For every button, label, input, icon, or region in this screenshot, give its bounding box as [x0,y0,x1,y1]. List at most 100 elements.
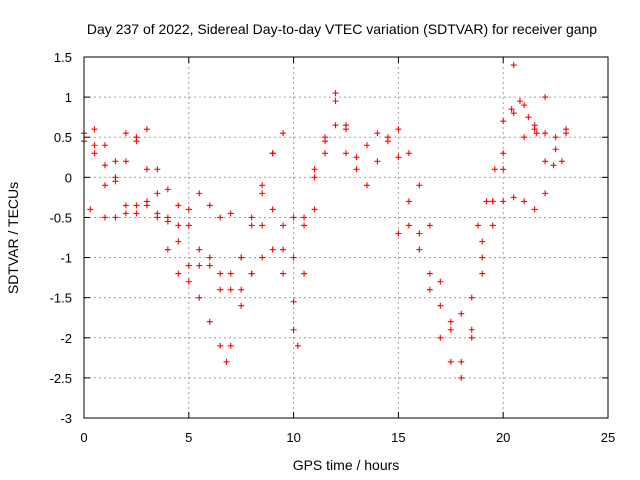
x-axis-label: GPS time / hours [293,457,400,473]
data-point [525,114,532,121]
data-point [91,142,98,149]
data-point [405,222,412,229]
data-point [122,210,129,217]
y-tick-label: 0 [65,170,72,185]
data-point [175,222,182,229]
data-point [479,254,486,261]
y-tick-label: -1.5 [50,291,72,306]
data-point [238,286,245,293]
data-point [353,166,360,173]
data-point [91,126,98,133]
data-point [227,342,234,349]
data-point [196,262,203,269]
data-point [311,174,318,181]
data-point [269,246,276,253]
data-point [122,130,129,137]
data-point [269,150,276,157]
data-point [437,334,444,341]
data-point [510,62,517,69]
data-point [238,254,245,261]
data-point [112,174,119,181]
data-point [374,158,381,165]
data-point [489,222,496,229]
data-point [87,206,94,213]
plot-frame [83,56,609,419]
data-point [175,270,182,277]
data-point [395,126,402,133]
y-tick-label: -1 [60,251,72,266]
x-tick-label: 0 [80,430,87,445]
data-point [301,214,308,221]
data-point [290,254,297,261]
data-point [206,254,213,261]
data-point [133,210,140,217]
y-tick-label: 0.5 [54,130,72,145]
data-point [185,278,192,285]
series-satellite-track-8 [475,98,565,229]
data-point [154,166,161,173]
y-tick-label: 1.5 [54,50,72,65]
data-point [447,326,454,333]
data-point [164,186,171,193]
x-tick-label: 20 [496,430,510,445]
data-point [112,158,119,165]
data-point [332,98,339,105]
data-point [101,214,108,221]
data-point [196,190,203,197]
x-tick-label: 25 [601,430,615,445]
data-point [290,298,297,305]
data-point [405,150,412,157]
y-tick-label: -0.5 [50,210,72,225]
data-point [458,374,465,381]
data-point [248,222,255,229]
data-point [468,326,475,333]
data-point [122,202,129,209]
data-point [280,246,287,253]
data-point [280,222,287,229]
data-point [227,210,234,217]
series-satellite-track-5 [343,62,570,381]
data-point [552,134,559,141]
data-point [500,150,507,157]
data-point [248,270,255,277]
data-point [521,134,528,141]
data-point [426,286,433,293]
data-point [533,130,540,137]
data-point [322,138,329,145]
data-point [437,278,444,285]
data-point [280,130,287,137]
data-point [500,166,507,173]
data-point [259,222,266,229]
series-satellite-track-6 [363,94,570,325]
data-point [384,134,391,141]
data-point [405,198,412,205]
data-point [458,358,465,365]
axis-ticks [83,56,609,419]
data-point [301,222,308,229]
data-point [227,270,234,277]
data-point [301,270,308,277]
data-point [395,230,402,237]
data-point [363,182,370,189]
data-point [447,318,454,325]
data-point [154,190,161,197]
data-point [343,126,349,133]
series-satellite-track-4 [91,122,360,293]
data-point [521,198,528,205]
data-point [294,342,301,349]
data-point [101,142,108,149]
data-point [122,158,129,165]
data-point [259,182,266,189]
data-point [175,202,182,209]
data-point [164,218,171,225]
data-point [217,342,224,349]
series-satellite-track-2 [81,98,339,309]
data-point [332,122,339,129]
data-point [143,202,150,209]
x-tick-label: 10 [286,430,300,445]
data-point [217,214,224,221]
data-point [133,202,140,209]
data-point [508,106,515,113]
data-point [185,206,192,213]
